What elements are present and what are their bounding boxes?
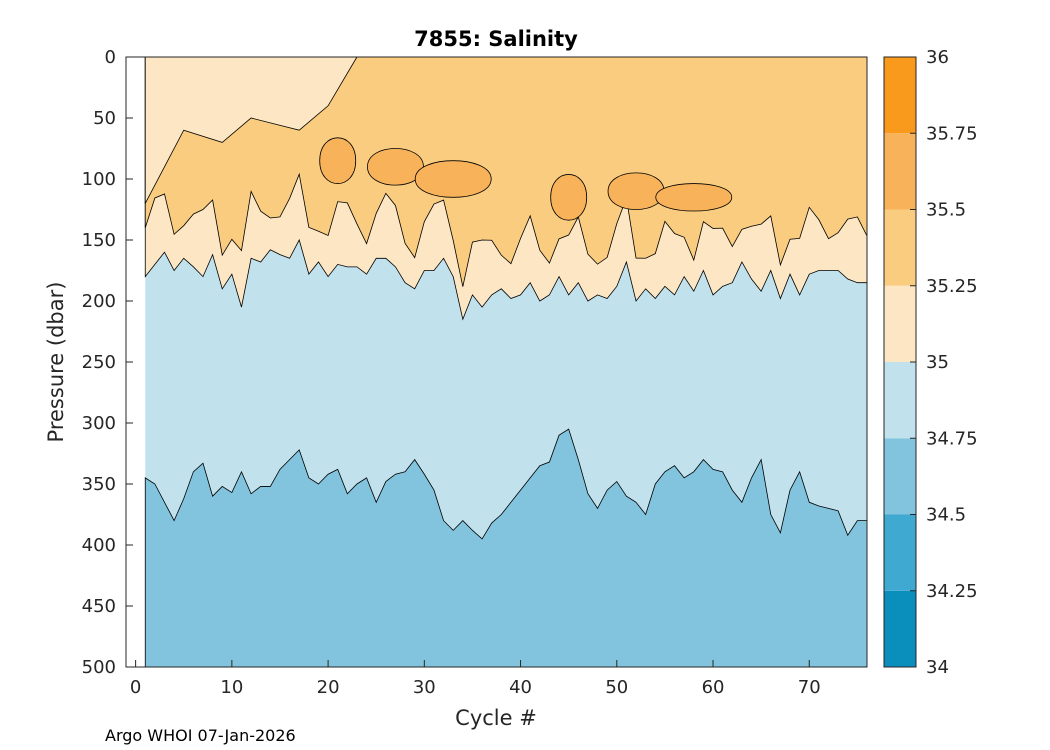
colorbar-swatch: [884, 362, 916, 439]
chart-title: 7855: Salinity: [414, 27, 578, 51]
y-tick-label: 150: [82, 230, 116, 251]
contour-layers: [144, 56, 868, 668]
x-axis-label: Cycle #: [455, 706, 537, 730]
colorbar-tick-label: 34: [926, 657, 949, 678]
x-axis: 0 10 20 30 40 50 60 70: [130, 660, 821, 698]
x-tick-label: 0: [130, 677, 141, 698]
y-tick-label: 450: [82, 596, 116, 617]
y-tick-label: 500: [82, 657, 116, 678]
x-tick-label: 50: [605, 677, 628, 698]
y-tick-label: 100: [82, 169, 116, 190]
band-35.5-35.75-core: [607, 172, 665, 210]
x-tick-label: 20: [317, 677, 340, 698]
colorbar-tick-label: 34.5: [926, 505, 966, 526]
x-tick-label: 70: [798, 677, 821, 698]
colorbar-tick-label: 35.5: [926, 200, 966, 221]
x-tick-label: 30: [413, 677, 436, 698]
band-35.5-35.75-core: [414, 160, 492, 198]
x-tick-label: 60: [702, 677, 725, 698]
colorbar-swatch: [884, 57, 916, 134]
band-35-35.25-surface: [144, 56, 358, 204]
colorbar-tick-label: 35.25: [926, 276, 978, 297]
colorbar-swatch: [884, 285, 916, 362]
y-tick-label: 400: [82, 535, 116, 556]
y-tick-label: 300: [82, 413, 116, 434]
y-tick-label: 200: [82, 291, 116, 312]
y-tick-label: 50: [93, 108, 116, 129]
colorbar-tick-label: 35.75: [926, 123, 978, 144]
y-tick-label: 350: [82, 474, 116, 495]
footer-credit: Argo WHOI 07-Jan-2026: [105, 726, 296, 745]
band-35.5-35.75-core: [655, 183, 733, 212]
plot-area: [125, 56, 868, 668]
y-tick-label: 250: [82, 352, 116, 373]
colorbar: 34 34.25 34.5 34.75 35 35.25 35.5 35.75 36: [883, 47, 978, 678]
colorbar-tick-label: 36: [926, 47, 949, 68]
band-35.25-35.5: [144, 56, 868, 287]
colorbar-swatch: [884, 590, 916, 667]
colorbar-swatch: [884, 133, 916, 210]
x-tick-label: 40: [509, 677, 532, 698]
colorbar-swatch: [884, 438, 916, 515]
colorbar-tick-label: 35: [926, 352, 949, 373]
colorbar-tick-label: 34.25: [926, 581, 978, 602]
y-axis: 0 50 100 150 200 250 300 350 400 450 500: [82, 47, 133, 678]
x-tick-label: 10: [220, 677, 243, 698]
y-tick-label: 0: [105, 47, 116, 68]
colorbar-swatch: [884, 209, 916, 286]
colorbar-tick-label: 34.75: [926, 428, 978, 449]
y-axis-label: Pressure (dbar): [44, 282, 68, 443]
band-34.5-34.75: [144, 428, 868, 668]
colorbar-swatch: [884, 514, 916, 591]
band-35.5-35.75-core: [550, 174, 588, 221]
band-35.5-35.75-core: [319, 137, 357, 184]
